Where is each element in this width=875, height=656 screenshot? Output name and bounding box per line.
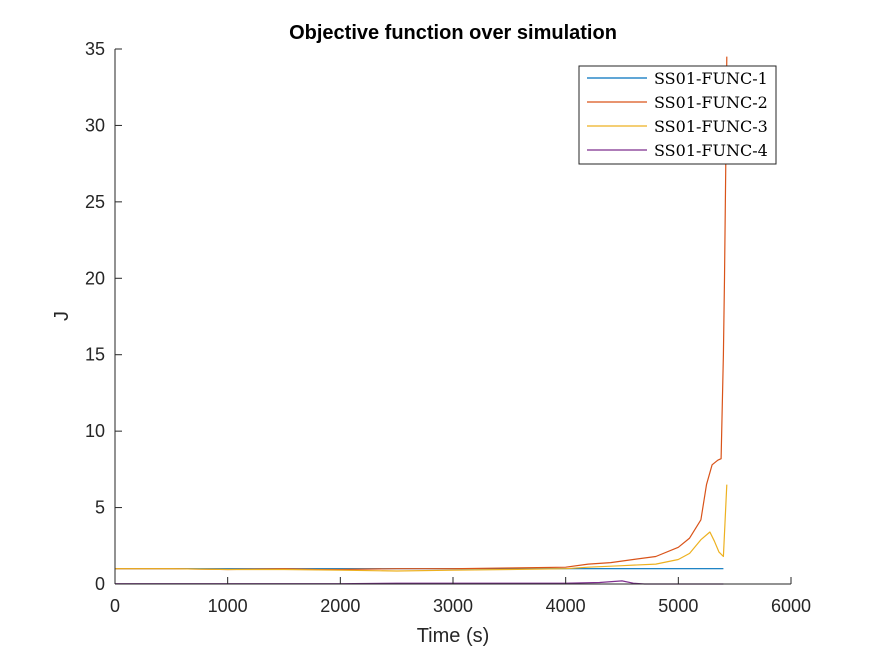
x-tick-label: 2000 xyxy=(320,596,360,616)
legend-box xyxy=(578,65,777,165)
legend-label: SS01-FUNC-1 xyxy=(654,69,768,88)
x-tick-label: 3000 xyxy=(433,596,473,616)
y-axis-label: J xyxy=(51,311,73,321)
x-tick-label: 5000 xyxy=(658,596,698,616)
x-axis-label: Time (s) xyxy=(417,625,490,647)
legend-label: SS01-FUNC-4 xyxy=(654,141,768,160)
chart-title: Objective function over simulation xyxy=(289,22,617,44)
y-tick-label: 30 xyxy=(85,115,105,135)
y-tick-label: 35 xyxy=(85,39,105,59)
y-tick-label: 10 xyxy=(85,421,105,441)
x-tick-label: 1000 xyxy=(208,596,248,616)
y-axis-ticks: 0 5 10 15 20 25 30 35 xyxy=(85,39,122,594)
y-tick-label: 15 xyxy=(85,345,105,365)
legend-label: SS01-FUNC-3 xyxy=(654,117,768,136)
x-tick-label: 4000 xyxy=(546,596,586,616)
legend: SS01-FUNC-1 SS01-FUNC-2 SS01-FUNC-3 SS01-FU… xyxy=(578,65,777,165)
y-tick-label: 5 xyxy=(95,498,105,518)
y-tick-label: 0 xyxy=(95,574,105,594)
y-tick-label: 20 xyxy=(85,268,105,288)
x-tick-label: 0 xyxy=(110,596,120,616)
legend-label: SS01-FUNC-2 xyxy=(654,93,768,112)
x-axis-ticks: 0 1000 2000 3000 4000 5000 6000 xyxy=(110,577,811,616)
y-tick-label: 25 xyxy=(85,192,105,212)
legend-items: SS01-FUNC-1 SS01-FUNC-2 SS01-FUNC-3 SS01-FU… xyxy=(587,69,768,160)
series-line-3 xyxy=(115,484,728,572)
x-tick-label: 6000 xyxy=(771,596,811,616)
